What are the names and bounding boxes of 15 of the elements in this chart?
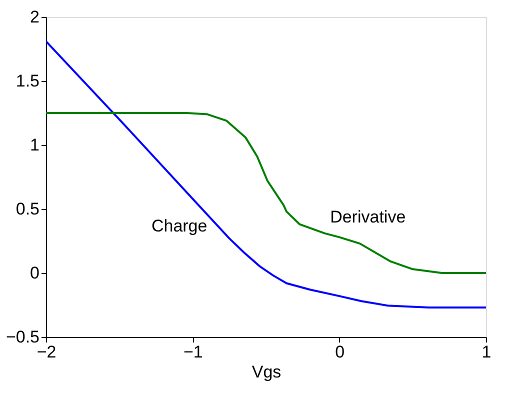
x-tick-label: −2 [36, 342, 56, 362]
y-tick-label: 2 [30, 8, 40, 26]
series-label: Charge [151, 216, 208, 236]
line-series [46, 112, 486, 274]
x-tick-label: 1 [482, 342, 492, 362]
y-tick-label: 1.5 [16, 72, 40, 90]
y-tick-label: 0.5 [16, 200, 40, 218]
y-tick-label: 1 [30, 136, 40, 154]
x-axis-title: Vgs [252, 362, 282, 382]
x-tick-label: 0 [335, 342, 345, 362]
series-label: Derivative [330, 208, 406, 227]
line-series [46, 40, 486, 309]
y-tick-label: 0 [30, 264, 40, 282]
y-tick-label: −0.5 [6, 328, 40, 346]
x-tick-label: −1 [183, 342, 203, 362]
